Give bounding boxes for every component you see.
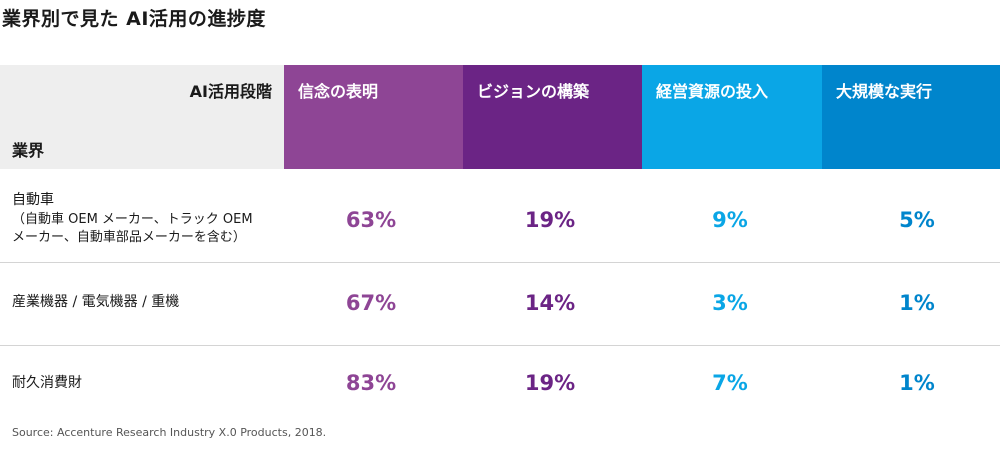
stage-header-3: 経営資源の投入 [642,65,822,169]
value-r1-c4: 5% [899,208,935,232]
value-r1-c2: 19% [524,208,576,232]
value-r2-c1: 67% [345,291,397,315]
row-label-2: 産業機器 / 電気機器 / 重機 [12,294,180,310]
row-divider-1 [0,262,1000,263]
row-label-1-sub1: （自動車 OEM メーカー、トラック OEM [12,212,253,227]
source-note: Source: Accenture Research Industry X.0 … [12,426,327,439]
chart-title: 業界別で見た AI活用の進捗度 [2,8,266,30]
value-r2-c3: 3% [712,291,748,315]
industry-axis-label: 業界 [12,141,45,160]
stage-header-1: 信念の表明 [284,65,463,169]
stage-header-2: ビジョンの構築 [463,65,642,169]
value-r2-c4: 1% [899,291,935,315]
value-r3-c4: 1% [899,371,935,395]
value-r3-c2: 19% [524,371,576,395]
value-r2-c2: 14% [524,291,576,315]
header-corner: AI活用段階 業界 [0,65,284,169]
value-r3-c1: 83% [345,371,397,395]
row-divider-2 [0,345,1000,346]
row-label-3: 耐久消費財 [12,375,82,391]
row-label-1: 自動車 （自動車 OEM メーカー、トラック OEM メーカー、自動車部品メーカ… [12,190,253,246]
stage-axis-label: AI活用段階 [189,82,272,101]
row-label-1-sub2: メーカー、自動車部品メーカーを含む） [12,229,246,245]
value-r1-c3: 9% [712,208,748,232]
stage-header-4: 大規模な実行 [822,65,1000,169]
value-r1-c1: 63% [345,208,397,232]
value-r3-c3: 7% [712,371,748,395]
row-label-1-main: 自動車 [12,192,54,208]
